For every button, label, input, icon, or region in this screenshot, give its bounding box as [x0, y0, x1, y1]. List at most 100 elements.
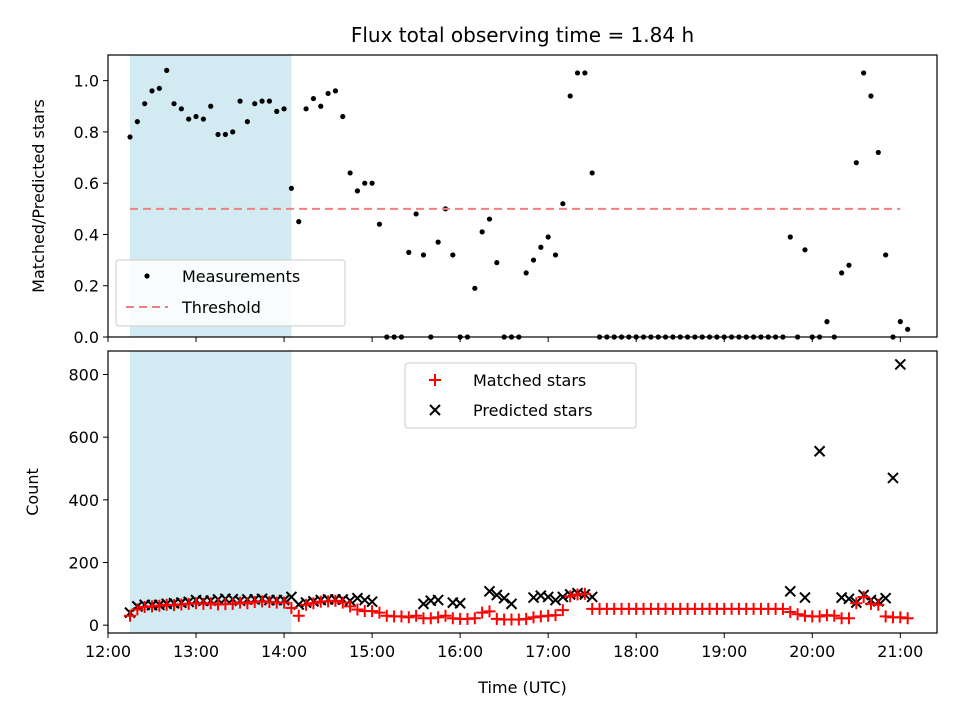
measurement-point: [824, 319, 830, 325]
matched-star-point: [776, 602, 789, 615]
count-legend-box: [404, 362, 637, 429]
x-tick-label: 20:00: [789, 642, 835, 661]
count-x-axis-ticks: 12:00 13:00 14:00 15:00 16:00 17:00 18:00 19:00…: [85, 633, 923, 661]
y-tick-label: 0.8: [74, 123, 99, 142]
measurement-point: [560, 201, 566, 207]
x-tick-label: 21:00: [877, 642, 923, 661]
y-tick-label: 800: [68, 366, 99, 385]
x-tick-label: 12:00: [85, 642, 131, 661]
legend-measurements-label: Measurements: [182, 267, 300, 286]
matched-star-point: [468, 612, 481, 625]
matched-star-point: [432, 611, 445, 624]
measurement-point: [164, 67, 170, 73]
predicted-star-point: [491, 589, 503, 601]
x-stroke: [498, 592, 510, 604]
predicted-star-point: [799, 591, 811, 604]
y-tick-label: 0.0: [74, 328, 99, 347]
matched-star-point: [226, 597, 239, 610]
measurement-point: [310, 95, 317, 102]
measurement-point: [846, 262, 852, 268]
count-legend: Matched stars Predicted stars: [404, 362, 637, 429]
matched-star-point: [131, 603, 144, 616]
matched-star-point: [791, 608, 804, 621]
legend-x-glyph: [429, 404, 441, 416]
matched-star-point: [872, 598, 885, 611]
measurement-point: [883, 252, 889, 258]
ratio-panel: 0.0 0.2 0.4 0.6 0.8 1.0 Flux total observing …: [29, 23, 938, 347]
measurement-point: [156, 85, 162, 91]
matched-star-point: [564, 590, 577, 603]
measurement-point: [538, 244, 544, 250]
x-tick-label: 17:00: [525, 642, 571, 661]
measurement-point: [545, 234, 551, 240]
measurement-point: [574, 70, 581, 76]
matched-star-point: [402, 611, 415, 624]
measurement-point: [567, 93, 573, 99]
matched-star-point: [813, 610, 826, 623]
measurement-point: [369, 180, 375, 186]
matched-star-point: [241, 597, 254, 610]
measurement-point: [589, 170, 595, 176]
measurement-point: [868, 93, 874, 99]
measurement-point: [193, 113, 199, 120]
x-stroke: [454, 597, 466, 609]
ratio-legend-box: [115, 259, 346, 327]
predicted-star-point: [894, 358, 907, 371]
ratio-plot-frame: [107, 54, 938, 338]
measurement-point: [208, 103, 214, 109]
measurement-point: [274, 108, 280, 114]
matched-star-point: [351, 603, 364, 616]
matched-star-point: [549, 609, 562, 622]
measurement-point: [413, 211, 419, 217]
y-tick-label: 1.0: [74, 72, 99, 91]
measurement-point: [340, 113, 346, 120]
x-stroke: [813, 445, 826, 457]
x-stroke: [417, 598, 430, 610]
matched-star-point: [285, 601, 298, 614]
measurement-point: [802, 247, 808, 253]
x-stroke: [491, 589, 503, 601]
x-stroke: [894, 358, 907, 371]
ratio-x-axis-ticks: [107, 337, 901, 342]
x-tick-label: 16:00: [437, 642, 483, 661]
y-tick-label: 0.4: [74, 225, 99, 244]
measurement-point: [861, 70, 867, 76]
matched-star-point: [850, 597, 863, 610]
measurement-point: [362, 180, 368, 186]
matched-star-point: [300, 598, 313, 611]
x-tick-label: 19:00: [701, 642, 747, 661]
legend-measurements-marker: [144, 273, 150, 279]
matched-star-point: [336, 596, 349, 609]
x-stroke: [887, 472, 899, 484]
measurement-point: [259, 98, 265, 104]
measurement-point: [252, 101, 258, 107]
y-tick-label: 400: [68, 491, 99, 510]
predicted-star-point: [843, 593, 855, 605]
y-tick-label: 0.6: [74, 174, 99, 193]
measurement-point: [178, 106, 184, 112]
x-stroke: [799, 591, 811, 604]
predicted-star-point: [813, 445, 826, 457]
measurement-point: [288, 185, 295, 191]
matched-star-point: [278, 596, 291, 609]
measurement-point: [450, 252, 456, 258]
measurement-point: [787, 234, 793, 240]
predicted-star-point: [366, 595, 378, 608]
predicted-star-point: [784, 585, 796, 598]
measurement-point: [354, 188, 361, 194]
measurement-point: [127, 134, 133, 140]
matched-star-point: [901, 612, 914, 625]
predicted-star-point: [887, 472, 899, 484]
measurement-point: [853, 160, 859, 166]
predicted-star-point: [483, 585, 496, 598]
legend-threshold-label: Threshold: [181, 298, 261, 317]
ratio-legend: Measurements Threshold: [115, 259, 346, 327]
matched-star-point: [373, 606, 386, 619]
matched-star-point: [366, 605, 379, 618]
x-stroke: [549, 594, 562, 606]
x-stroke: [784, 585, 796, 598]
measurement-point: [142, 101, 148, 107]
legend-predicted-label: Predicted stars: [473, 401, 593, 420]
measurement-point: [435, 239, 441, 245]
